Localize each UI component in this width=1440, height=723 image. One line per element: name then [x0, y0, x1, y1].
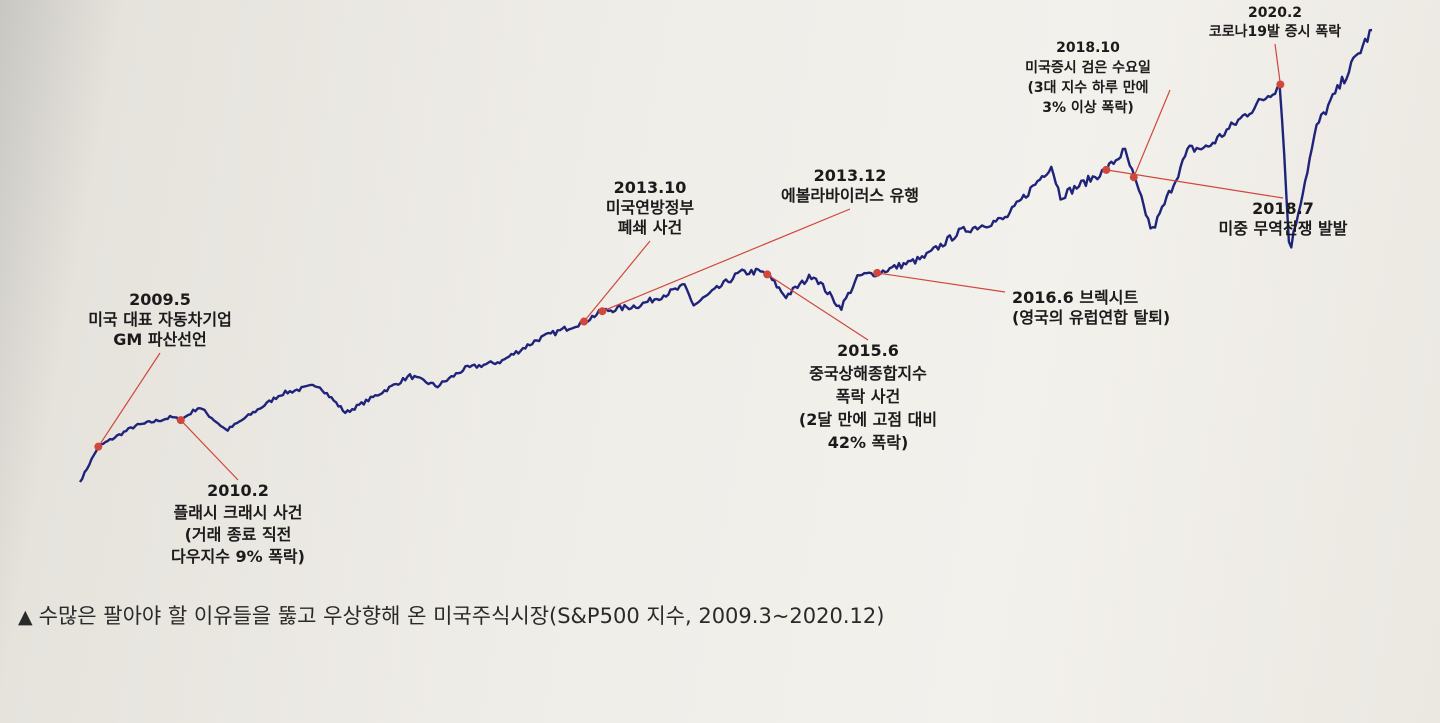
annotation-line: 미중 무역전쟁 발발 [1219, 219, 1348, 238]
annotation-label-2009.5: 2009.5 미국 대표 자동차기업 GM 파산선언 [88, 290, 232, 349]
annotation-line: 코로나19발 증시 폭락 [1209, 23, 1341, 40]
annotation-line: 중국상해종합지수 [809, 364, 927, 383]
annotation-line: 2013.12 [814, 166, 887, 185]
annotation-line: GM 파산선언 [113, 330, 207, 349]
annotation-line: 폐쇄 사건 [618, 218, 682, 237]
annotation-line: 미국연방정부 [606, 198, 695, 217]
annotation-label-2018.10: 2018.10 미국증시 검은 수요일 (3대 지수 하루 만에 3% 이상 폭락) [1025, 40, 1151, 116]
annotation-leader-2010.2 [180, 419, 239, 481]
sp500-line-chart: 2009.5 미국 대표 자동차기업 GM 파산선언 2010.2 플래시 크래시 사건… [79, 5, 1373, 566]
annotation-marker-2018.10 [1129, 173, 1138, 182]
annotation-line: 미국증시 검은 수요일 [1025, 59, 1151, 76]
annotation-leader-2013.12 [602, 208, 851, 312]
figure-caption: ▲ 수많은 팔아야 할 이유들을 뚫고 우상향해 온 미국주식시장(S&P500 … [18, 600, 884, 630]
annotation-leader-2009.5 [97, 352, 161, 447]
caption-triangle-icon: ▲ [18, 606, 33, 628]
annotation-label-2013.12: 2013.12 에볼라바이러스 유행 [781, 166, 919, 205]
annotation-label-2018.7: 2018.7 미중 무역전쟁 발발 [1219, 199, 1348, 238]
annotation-line: 2009.5 [129, 290, 191, 309]
annotation-leader-2020.2 [1274, 43, 1281, 85]
annotation-line: 2015.6 [837, 341, 899, 360]
annotation-marker-2015.6 [763, 270, 772, 279]
annotation-marker-2016.6 [873, 268, 882, 277]
series-line [79, 28, 1373, 483]
annotation-line: (3대 지수 하루 만에 [1028, 79, 1149, 96]
annotation-line: 에볼라바이러스 유행 [781, 186, 919, 205]
annotation-leader-2016.6 [877, 272, 1006, 293]
annotation-marker-2013.10 [579, 317, 588, 326]
annotation-line: 2018.10 [1056, 40, 1120, 56]
annotation-marker-2020.2 [1276, 80, 1285, 89]
annotation-line: 미국 대표 자동차기업 [88, 310, 232, 329]
annotation-line: 2020.2 [1248, 5, 1302, 21]
annotation-leader-2015.6 [766, 273, 869, 341]
annotation-line: 2010.2 [207, 481, 269, 500]
annotation-marker-2010.2 [176, 416, 185, 425]
annotation-line: (2달 만에 고점 대비 [799, 410, 937, 429]
annotation-label-2020.2: 2020.2 코로나19발 증시 폭락 [1209, 5, 1341, 40]
annotation-marker-2018.7 [1102, 165, 1111, 174]
annotation-line: (영국의 유럽연합 탈퇴) [1012, 308, 1170, 327]
annotation-line: (거래 종료 직전 [185, 525, 292, 544]
annotation-line: 2018.7 [1252, 199, 1314, 218]
annotation-marker-2013.12 [598, 307, 607, 316]
annotation-line: 폭락 사건 [836, 387, 900, 406]
annotation-label-2013.10: 2013.10 미국연방정부 폐쇄 사건 [606, 178, 695, 237]
annotation-line: 3% 이상 폭락) [1042, 99, 1133, 116]
annotation-leader-2018.10 [1133, 89, 1171, 178]
annotation-label-2016.6: 2016.6 브렉시트 (영국의 유럽연합 탈퇴) [1012, 288, 1170, 327]
annotation-line: 플래시 크래시 사건 [174, 503, 303, 522]
annotation-line: 2016.6 브렉시트 [1012, 288, 1138, 307]
annotation-line: 다우지수 9% 폭락) [171, 547, 305, 566]
annotation-marker-2009.5 [94, 442, 103, 451]
annotation-line: 2013.10 [614, 178, 687, 197]
annotation-leader-2013.10 [583, 240, 651, 322]
caption-text: 수많은 팔아야 할 이유들을 뚫고 우상향해 온 미국주식시장(S&P500 지… [38, 604, 885, 628]
annotation-line: 42% 폭락) [828, 433, 909, 452]
